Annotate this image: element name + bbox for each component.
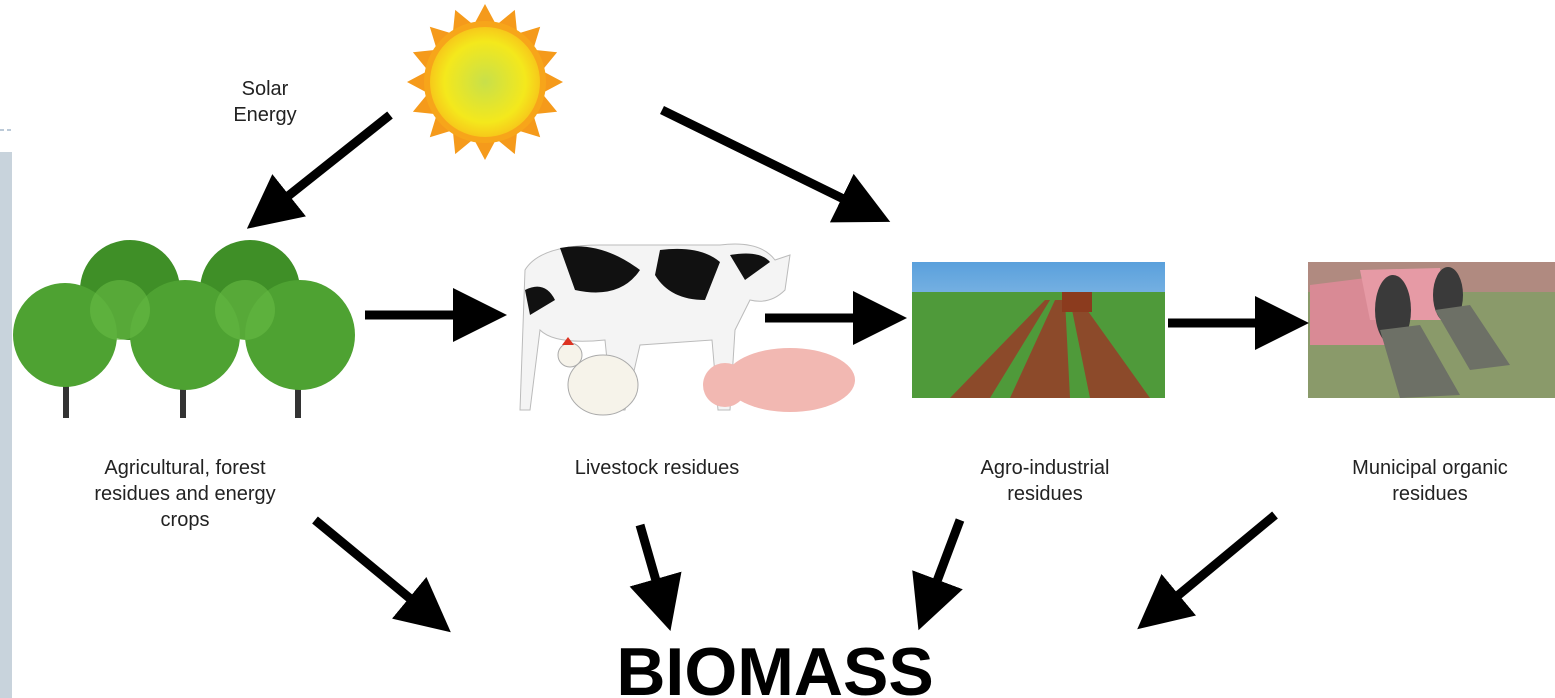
title: BIOMASS bbox=[616, 634, 933, 698]
pipes-photo bbox=[1308, 262, 1555, 398]
side-panel bbox=[0, 152, 12, 698]
node-label: residues and energy bbox=[94, 483, 275, 505]
livestock bbox=[520, 244, 855, 415]
trees bbox=[13, 240, 355, 418]
node-label: Livestock residues bbox=[575, 457, 740, 479]
node-label: crops bbox=[161, 509, 210, 531]
source-label: Solar bbox=[242, 78, 289, 100]
node-label: residues bbox=[1007, 483, 1083, 505]
node-label: residues bbox=[1392, 483, 1468, 505]
diagram: Solar Energy bbox=[0, 0, 1555, 698]
field-photo bbox=[912, 262, 1165, 398]
node-label: Agro-industrial bbox=[981, 457, 1110, 479]
sun bbox=[407, 4, 563, 160]
page: Solar Energy bbox=[0, 0, 1555, 698]
node-label: Municipal organic bbox=[1352, 457, 1508, 479]
node-label: Agricultural, forest bbox=[104, 457, 266, 479]
source-label: Energy bbox=[233, 104, 296, 126]
